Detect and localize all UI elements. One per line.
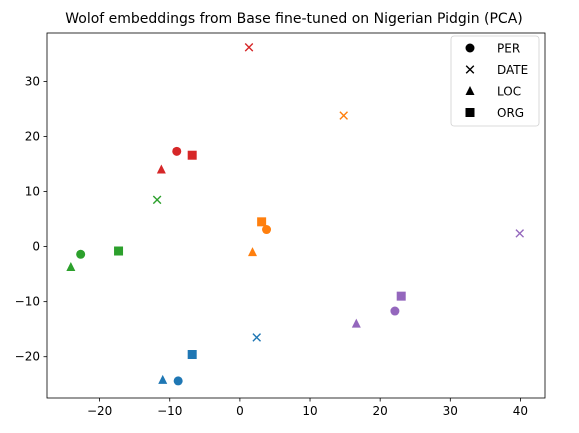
x-tick-label: 0 <box>236 404 244 418</box>
data-point <box>515 229 525 238</box>
data-point <box>114 246 124 256</box>
legend: PER DATE LOC ORG <box>450 35 540 127</box>
x-tick-label: −10 <box>157 404 182 418</box>
data-point <box>173 376 183 386</box>
x-tick-label: 20 <box>373 404 388 418</box>
data-point <box>390 306 400 316</box>
data-point <box>187 350 197 360</box>
x-tick-label: 30 <box>443 404 458 418</box>
data-point <box>351 318 361 328</box>
chart-title: Wolof embeddings from Base fine-tuned on… <box>65 11 522 27</box>
y-tick-label: −10 <box>15 295 40 309</box>
data-point <box>156 164 166 174</box>
legend-label: ORG <box>497 106 524 120</box>
data-point <box>339 111 348 120</box>
legend-box <box>450 35 540 127</box>
data-point <box>262 225 272 235</box>
x-tick-label: 40 <box>513 404 528 418</box>
x-tick-label: 10 <box>302 404 317 418</box>
legend-marker-date <box>465 65 475 74</box>
axes-frame <box>46 32 546 399</box>
legend-label: LOC <box>497 85 521 99</box>
legend-label: PER <box>497 42 520 56</box>
data-point <box>248 247 258 257</box>
y-tick-label: 30 <box>25 74 40 88</box>
y-tick-label: −20 <box>15 350 40 364</box>
data-point <box>244 43 254 52</box>
y-tick-label: 20 <box>25 129 40 143</box>
y-tick-label: 0 <box>32 240 40 254</box>
data-point <box>252 333 262 342</box>
data-point <box>396 291 406 301</box>
legend-marker-loc <box>465 86 475 95</box>
data-point <box>158 374 168 384</box>
plot-area <box>66 43 525 386</box>
data-point <box>152 195 162 205</box>
axes: −20 −10 0 10 20 30 40 −20 −10 0 10 20 30 <box>15 32 546 418</box>
x-tick-label: −20 <box>87 404 112 418</box>
data-point <box>172 146 182 156</box>
data-point <box>66 261 76 271</box>
legend-marker-org <box>465 108 475 117</box>
legend-marker-per <box>465 43 475 53</box>
y-tick-label: 10 <box>25 185 40 199</box>
data-point <box>257 217 267 227</box>
legend-label: DATE <box>497 63 528 77</box>
data-point <box>187 150 197 160</box>
data-point <box>76 249 86 259</box>
